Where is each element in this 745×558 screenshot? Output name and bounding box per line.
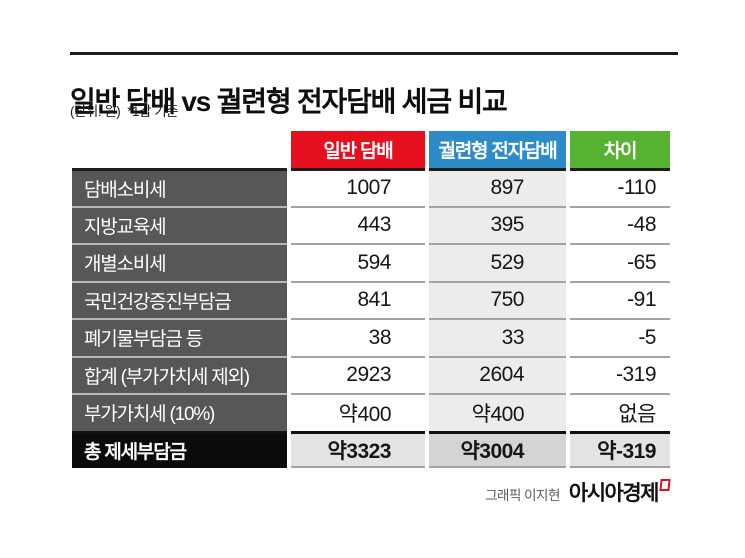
heated-value-cell: 33 bbox=[429, 318, 566, 356]
unit-note: (단위: 원) bbox=[70, 104, 121, 119]
heated-value-cell: 2604 bbox=[429, 355, 566, 393]
row-label-cell: 합계 (부가가치세 제외) bbox=[72, 355, 287, 393]
header-regular-cigarette: 일반 담배 bbox=[291, 131, 425, 168]
row-label-cell: 개별소비세 bbox=[72, 243, 287, 281]
regular-value-cell: 841 bbox=[291, 280, 425, 318]
basis-note: *1갑 기준 bbox=[127, 104, 179, 119]
diff-value-cell: -5 bbox=[570, 318, 670, 356]
row-label-cell: 국민건강증진부담금 bbox=[72, 280, 287, 318]
diff-value-cell: -319 bbox=[570, 355, 670, 393]
asiae-logo-mark-icon bbox=[659, 479, 671, 491]
regular-value-cell: 약400 bbox=[291, 393, 425, 431]
regular-value-cell: 594 bbox=[291, 243, 425, 281]
top-rule bbox=[70, 52, 678, 55]
diff-value-cell: -65 bbox=[570, 243, 670, 281]
heated-value-cell: 897 bbox=[429, 168, 566, 206]
heated-value-cell: 750 bbox=[429, 280, 566, 318]
row-label-cell: 담배소비세 bbox=[72, 168, 287, 206]
diff-value-cell: -91 bbox=[570, 280, 670, 318]
row-label-cell: 총 제세부담금 bbox=[72, 430, 287, 468]
regular-value-cell: 2923 bbox=[291, 355, 425, 393]
header-heated-tobacco: 궐련형 전자담배 bbox=[429, 131, 566, 168]
regular-value-cell: 38 bbox=[291, 318, 425, 356]
heated-value-cell: 395 bbox=[429, 205, 566, 243]
row-label-cell: 폐기물부담금 등 bbox=[72, 318, 287, 356]
subtitle: (단위: 원) *1갑 기준 bbox=[70, 100, 179, 120]
diff-value-cell: 약-319 bbox=[570, 430, 670, 468]
header-difference: 차이 bbox=[570, 131, 670, 168]
footer: 그래픽 이지현 아시아경제 bbox=[485, 477, 671, 507]
heated-value-cell: 약3004 bbox=[429, 430, 566, 468]
regular-value-cell: 443 bbox=[291, 205, 425, 243]
graphic-credit: 그래픽 이지현 bbox=[485, 488, 560, 503]
diff-value-cell: -48 bbox=[570, 205, 670, 243]
diff-value-cell: -110 bbox=[570, 168, 670, 206]
tax-comparison-table: 일반 담배 궐련형 전자담배 차이 담배소비세 1007 897 -110 지방교육세 4… bbox=[72, 131, 670, 468]
diff-value-cell: 없음 bbox=[570, 393, 670, 431]
row-label-cell: 지방교육세 bbox=[72, 205, 287, 243]
regular-value-cell: 1007 bbox=[291, 168, 425, 206]
header-spacer-cell bbox=[72, 131, 287, 168]
asiae-brand-logo: 아시아경제 bbox=[568, 482, 660, 505]
row-label-cell: 부가가치세 (10%) bbox=[72, 393, 287, 431]
page-title: 일반 담배 vs 궐련형 전자담배 세금 비교 bbox=[70, 85, 508, 117]
regular-value-cell: 약3323 bbox=[291, 430, 425, 468]
heated-value-cell: 529 bbox=[429, 243, 566, 281]
heated-value-cell: 약400 bbox=[429, 393, 566, 431]
